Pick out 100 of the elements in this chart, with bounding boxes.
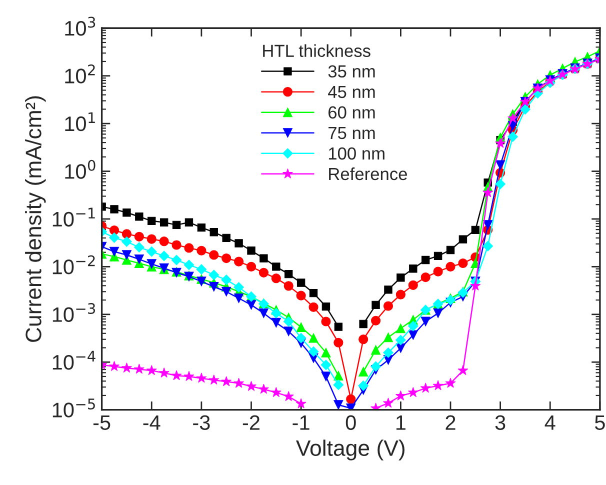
- point: [370, 345, 381, 355]
- point: [433, 308, 443, 318]
- point: [395, 390, 406, 400]
- point: [134, 254, 144, 264]
- point: [383, 398, 394, 408]
- point: [208, 270, 220, 280]
- point: [383, 347, 394, 358]
- point: [271, 318, 281, 328]
- point: [409, 264, 418, 273]
- point: [395, 334, 406, 346]
- point: [458, 258, 468, 268]
- point: [296, 278, 306, 287]
- point: [234, 282, 244, 292]
- point: [196, 264, 207, 275]
- point: [482, 187, 494, 198]
- point: [196, 372, 207, 383]
- point: [408, 330, 418, 340]
- point: [260, 254, 268, 262]
- point: [383, 301, 394, 311]
- point: [420, 382, 431, 393]
- point: [146, 234, 156, 244]
- point: [184, 243, 194, 253]
- point: [446, 262, 456, 272]
- point: [433, 266, 443, 276]
- point: [122, 250, 132, 260]
- point: [209, 250, 219, 260]
- point: [359, 320, 368, 328]
- x-axis-title: Voltage (V): [296, 440, 404, 460]
- point: [458, 365, 468, 376]
- point: [470, 280, 481, 290]
- point: [432, 380, 444, 390]
- point: [296, 332, 306, 344]
- point: [334, 400, 344, 410]
- point: [110, 205, 118, 214]
- point: [396, 324, 406, 334]
- point: [434, 252, 442, 260]
- y-tick-label: 10$^{−1}$: [52, 208, 95, 227]
- point: [296, 398, 306, 408]
- point: [158, 368, 170, 378]
- point: [283, 316, 294, 327]
- point: [122, 208, 131, 217]
- point: [408, 387, 418, 398]
- y-tick-label: 10$^{−2}$: [52, 255, 95, 274]
- point: [221, 376, 232, 386]
- y-tick-label: 10$^{−3}$: [52, 302, 96, 322]
- y-tick-label: 10$^{3}$: [65, 16, 96, 36]
- point: [370, 316, 381, 326]
- point: [383, 332, 394, 342]
- point: [234, 239, 243, 248]
- point: [208, 374, 220, 385]
- x-tick-label: 3: [495, 415, 506, 430]
- point: [109, 246, 120, 256]
- point: [334, 370, 344, 380]
- x-tick-label: -3: [193, 415, 210, 430]
- point: [508, 112, 518, 123]
- point: [158, 250, 170, 262]
- point: [334, 322, 343, 331]
- point: [408, 320, 418, 332]
- point: [270, 387, 282, 398]
- point: [482, 240, 494, 252]
- point: [358, 380, 369, 391]
- point: [109, 232, 120, 243]
- point: [496, 160, 506, 170]
- point: [308, 302, 318, 312]
- point: [197, 223, 206, 232]
- x-tick-label: -4: [143, 415, 160, 430]
- y-tick-label: 10$^{1}$: [65, 112, 95, 132]
- point: [222, 234, 230, 242]
- point: [384, 286, 392, 294]
- point: [520, 104, 530, 115]
- point: [483, 220, 493, 230]
- x-tick-label: 4: [544, 415, 556, 430]
- point: [495, 138, 506, 148]
- point: [396, 290, 406, 300]
- point: [258, 308, 268, 318]
- point: [146, 259, 156, 269]
- point: [184, 370, 194, 381]
- point: [134, 364, 144, 374]
- point: [159, 236, 169, 246]
- point: [234, 293, 244, 304]
- point: [172, 240, 182, 250]
- legend-label: 100 nm: [328, 147, 384, 160]
- point: [284, 270, 293, 278]
- point: [495, 178, 506, 190]
- x-tick-label: 1: [396, 415, 406, 430]
- point: [458, 235, 468, 244]
- point: [172, 220, 181, 230]
- point: [134, 242, 144, 252]
- point: [246, 380, 256, 391]
- point: [421, 256, 430, 264]
- point: [321, 372, 331, 382]
- legend-label: 45 nm: [328, 86, 375, 98]
- legend-label: 75 nm: [328, 127, 375, 140]
- point: [160, 218, 168, 226]
- legend-label: Reference: [329, 167, 407, 180]
- legend-label: 35 nm: [328, 65, 375, 78]
- x-tick-label: 5: [594, 415, 605, 430]
- point: [320, 360, 332, 370]
- y-tick-label: 10$^{−5}$: [52, 398, 95, 418]
- point: [308, 346, 319, 357]
